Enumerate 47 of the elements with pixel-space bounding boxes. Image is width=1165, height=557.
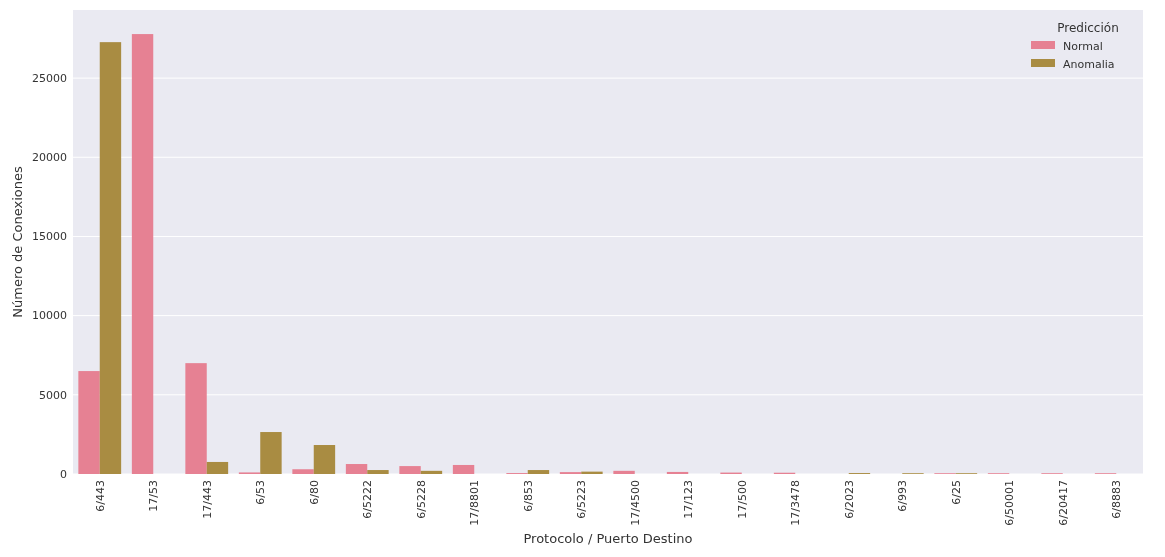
legend-label: Anomalia <box>1063 57 1115 71</box>
x-tick-label: 17/123 <box>682 480 696 519</box>
x-tick-label: 6/443 <box>93 480 107 512</box>
x-tick-label: 17/443 <box>200 480 214 519</box>
y-tick-label: 20000 <box>32 151 67 165</box>
bar <box>399 466 421 474</box>
bar <box>131 34 154 474</box>
bar <box>666 471 689 474</box>
bar <box>452 464 475 474</box>
bar <box>420 470 443 474</box>
x-tick-label: 6/20417 <box>1056 480 1070 526</box>
x-tick-label: 17/3478 <box>789 480 803 526</box>
y-tick-label: 25000 <box>32 71 67 85</box>
y-axis-title: Número de Conexiones <box>10 166 25 318</box>
x-axis-title: Protocolo / Puerto Destino <box>523 531 693 546</box>
x-tick-label: 6/50001 <box>1003 480 1017 526</box>
bar <box>260 432 282 474</box>
x-tick-label: 6/5222 <box>361 480 375 519</box>
x-tick-label: 6/5228 <box>414 480 428 519</box>
x-tick-label: 6/25 <box>949 480 963 505</box>
y-tick-label: 10000 <box>32 309 67 323</box>
legend-label: Normal <box>1063 39 1103 53</box>
legend-title: Predicción <box>1057 21 1119 35</box>
x-tick-label: 6/853 <box>521 480 535 512</box>
bar <box>367 470 389 474</box>
x-tick-label: 17/4500 <box>628 480 642 526</box>
x-tick-label: 17/53 <box>147 480 161 512</box>
y-tick-label: 5000 <box>39 388 67 402</box>
bar <box>185 363 207 474</box>
bar <box>527 470 550 474</box>
y-tick-label: 0 <box>60 467 67 481</box>
bar <box>613 470 635 474</box>
x-tick-label: 6/2023 <box>842 480 856 519</box>
x-tick-label: 6/8883 <box>1110 480 1124 519</box>
bar <box>313 445 336 474</box>
bar <box>206 461 229 474</box>
bar <box>99 42 122 474</box>
y-tick-label: 15000 <box>32 230 67 244</box>
x-tick-label: 6/5223 <box>575 480 589 519</box>
x-tick-label: 6/993 <box>896 480 910 512</box>
x-tick-label: 17/8801 <box>468 480 482 526</box>
x-tick-label: 6/53 <box>254 480 268 505</box>
x-tick-label: 6/80 <box>307 480 321 505</box>
bar <box>292 469 314 474</box>
bar <box>78 371 100 474</box>
x-tick-label: 17/500 <box>735 480 749 519</box>
bar <box>345 464 368 474</box>
